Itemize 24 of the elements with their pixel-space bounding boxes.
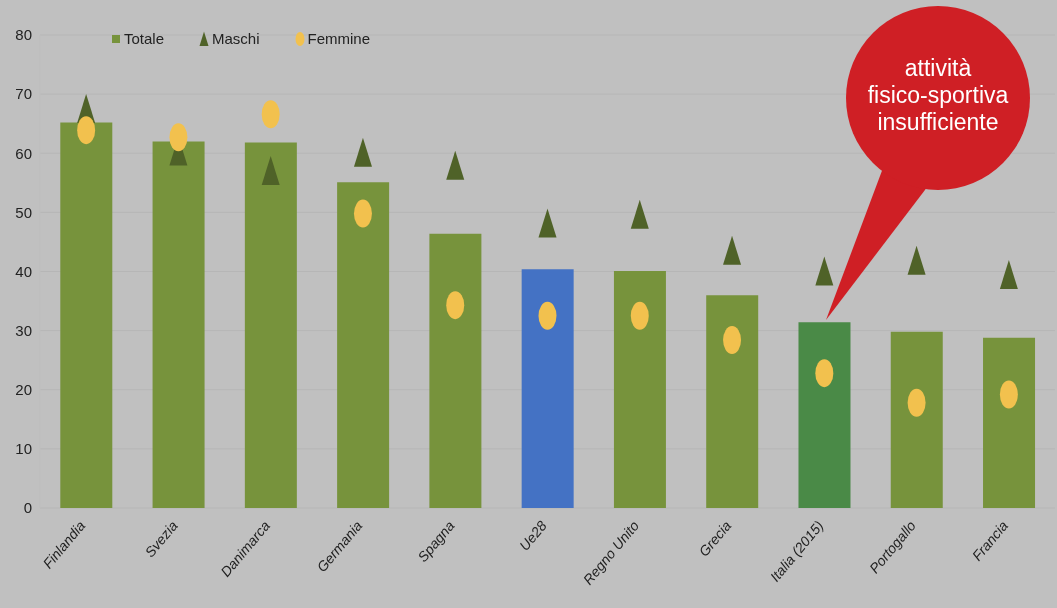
legend-label: Femmine <box>307 30 371 47</box>
bar <box>429 233 482 508</box>
y-tick-label: 30 <box>15 321 32 339</box>
y-tick-label: 10 <box>15 440 32 458</box>
y-tick-label: 60 <box>15 144 32 162</box>
bar <box>60 122 113 508</box>
bar <box>983 337 1036 508</box>
y-tick-label: 50 <box>15 203 32 221</box>
y-tick-label: 40 <box>15 262 32 280</box>
bar <box>890 331 943 508</box>
legend-label: Totale <box>124 30 165 47</box>
bar <box>798 322 851 508</box>
bar <box>706 295 759 508</box>
annotation: attività fisico-sportiva insufficiente <box>867 55 1009 135</box>
y-tick-label: 20 <box>15 381 32 399</box>
y-tick-label: 0 <box>23 499 32 517</box>
legend-label: Maschi <box>212 30 260 47</box>
bar <box>337 182 390 508</box>
bar <box>521 269 574 508</box>
bar <box>152 141 205 508</box>
bar <box>613 270 666 508</box>
y-tick-label: 70 <box>15 85 32 103</box>
y-tick-label: 80 <box>15 26 32 44</box>
bar <box>244 142 297 508</box>
